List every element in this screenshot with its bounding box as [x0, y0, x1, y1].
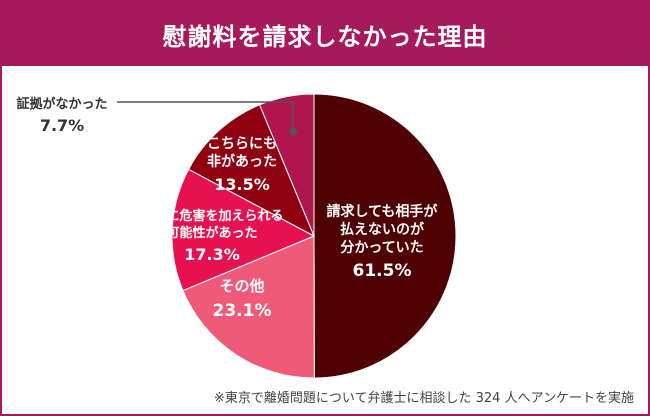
pie-slice: [258, 93, 315, 237]
slice-value-label: 13.5%: [214, 175, 270, 194]
slice-label: 証拠がなかった: [16, 96, 107, 112]
slice-label: 請求しても相手が払えないのが分かっていた: [327, 203, 439, 256]
slice-value-label: 61.5%: [353, 261, 412, 281]
slice-label: こちらにも非があった: [207, 136, 277, 170]
slice-value-label: 17.3%: [184, 245, 240, 264]
pie-slice: [313, 93, 457, 379]
pie-labels: 請求しても相手が払えないのが分かっていた 61.5% その他 23.1% 相手に危害を加…: [16, 96, 438, 321]
slice-value-label: 7.7%: [40, 116, 84, 135]
pie-slice: [171, 168, 316, 292]
footnote: ※東京で離婚問題について弁護士に相談した 324 人へアンケートを実施: [213, 391, 634, 406]
leader-dot: [289, 127, 298, 136]
leader-line: [117, 101, 294, 132]
pie-chart: 請求しても相手が払えないのが分かっていた 61.5% その他 23.1% 相手に危害を加…: [16, 93, 457, 379]
pie-slices: [171, 93, 457, 379]
pie-slice: [182, 235, 315, 379]
slice-value-label: 23.1%: [213, 301, 272, 321]
slice-label: 相手に危害を加えられる可能性があった: [140, 208, 283, 241]
pie-slice: [187, 104, 315, 238]
slice-label: その他: [219, 277, 264, 295]
page-title: 慰謝料を請求しなかった理由: [2, 2, 648, 66]
